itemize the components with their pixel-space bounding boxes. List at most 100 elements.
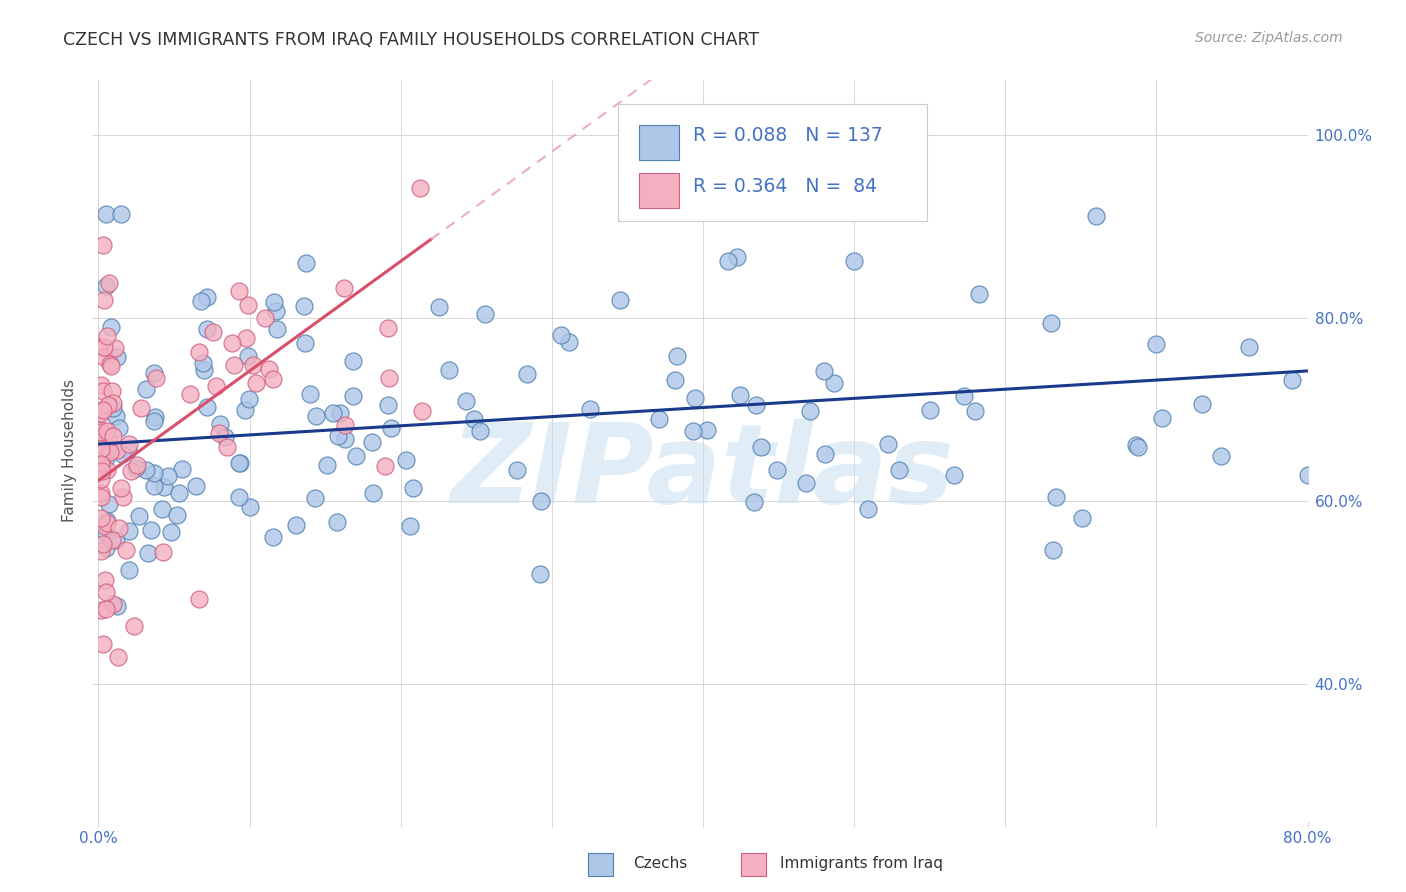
- Point: [470, 424, 492, 438]
- Point: [104, 533, 127, 547]
- Point: [90, 425, 112, 439]
- Point: [749, 440, 772, 454]
- Point: [1084, 209, 1107, 223]
- Point: [360, 435, 382, 450]
- Point: [374, 459, 396, 474]
- Point: [238, 392, 260, 406]
- Point: [190, 294, 212, 309]
- Point: [411, 404, 433, 418]
- Point: [233, 403, 256, 417]
- Point: [101, 396, 124, 410]
- Text: CZECH VS IMMIGRANTS FROM IRAQ FAMILY HOUSEHOLDS CORRELATION CHART: CZECH VS IMMIGRANTS FROM IRAQ FAMILY HOU…: [63, 31, 759, 49]
- Point: [94, 278, 117, 293]
- Point: [93, 637, 115, 651]
- Point: [284, 517, 307, 532]
- Point: [967, 287, 990, 301]
- Point: [98, 444, 121, 458]
- Point: [1039, 316, 1062, 330]
- Point: [1296, 468, 1319, 483]
- Point: [90, 544, 112, 558]
- Point: [305, 409, 328, 423]
- Point: [333, 418, 356, 433]
- Point: [242, 359, 264, 373]
- Point: [953, 389, 976, 403]
- Point: [128, 508, 150, 523]
- Point: [91, 447, 114, 461]
- Text: R = 0.088   N = 137: R = 0.088 N = 137: [693, 126, 883, 145]
- FancyBboxPatch shape: [638, 173, 679, 209]
- Point: [193, 356, 215, 370]
- Point: [823, 376, 845, 391]
- Point: [90, 454, 112, 468]
- Point: [118, 524, 141, 538]
- Point: [94, 526, 117, 541]
- Point: [91, 384, 114, 399]
- Point: [129, 401, 152, 415]
- Point: [136, 546, 159, 560]
- Point: [170, 461, 193, 475]
- Point: [235, 331, 257, 345]
- Point: [91, 537, 114, 551]
- Point: [1071, 511, 1094, 525]
- Point: [152, 545, 174, 559]
- Point: [94, 451, 117, 466]
- Point: [664, 373, 686, 387]
- Point: [316, 458, 339, 473]
- Point: [108, 421, 131, 435]
- Text: Czechs: Czechs: [633, 856, 688, 871]
- Point: [342, 389, 364, 403]
- Point: [326, 429, 349, 443]
- Point: [943, 467, 966, 482]
- Point: [93, 340, 115, 354]
- Point: [454, 394, 477, 409]
- Point: [295, 256, 318, 270]
- Point: [93, 350, 115, 364]
- Point: [505, 463, 527, 477]
- Point: [195, 400, 218, 414]
- Point: [90, 457, 112, 471]
- Text: Source: ZipAtlas.com: Source: ZipAtlas.com: [1195, 31, 1343, 45]
- Point: [228, 490, 250, 504]
- Point: [262, 530, 284, 544]
- Point: [110, 207, 132, 221]
- Point: [100, 358, 122, 372]
- Point: [135, 463, 157, 477]
- Point: [101, 597, 124, 611]
- Point: [100, 533, 122, 548]
- Point: [377, 321, 399, 335]
- Point: [143, 478, 166, 492]
- Point: [197, 322, 219, 336]
- Point: [111, 491, 134, 505]
- Point: [153, 480, 176, 494]
- Point: [322, 406, 344, 420]
- Point: [1144, 336, 1167, 351]
- Point: [94, 519, 117, 533]
- Point: [794, 475, 817, 490]
- Point: [105, 599, 128, 613]
- Point: [90, 423, 112, 437]
- Point: [97, 398, 120, 412]
- Point: [160, 525, 183, 540]
- Point: [813, 364, 835, 378]
- Point: [530, 493, 553, 508]
- Point: [118, 563, 141, 577]
- Point: [143, 410, 166, 425]
- Point: [395, 453, 418, 467]
- Point: [90, 511, 112, 525]
- Point: [195, 290, 218, 304]
- Point: [814, 447, 837, 461]
- Point: [97, 434, 120, 448]
- Point: [142, 467, 165, 481]
- Point: [665, 349, 688, 363]
- Point: [94, 585, 117, 599]
- Point: [326, 515, 349, 529]
- Point: [696, 424, 718, 438]
- Point: [90, 340, 112, 354]
- Point: [90, 448, 112, 462]
- Point: [91, 403, 114, 417]
- Point: [745, 398, 768, 412]
- Point: [609, 293, 631, 308]
- Point: [304, 491, 326, 506]
- Point: [742, 494, 765, 508]
- Point: [90, 472, 112, 486]
